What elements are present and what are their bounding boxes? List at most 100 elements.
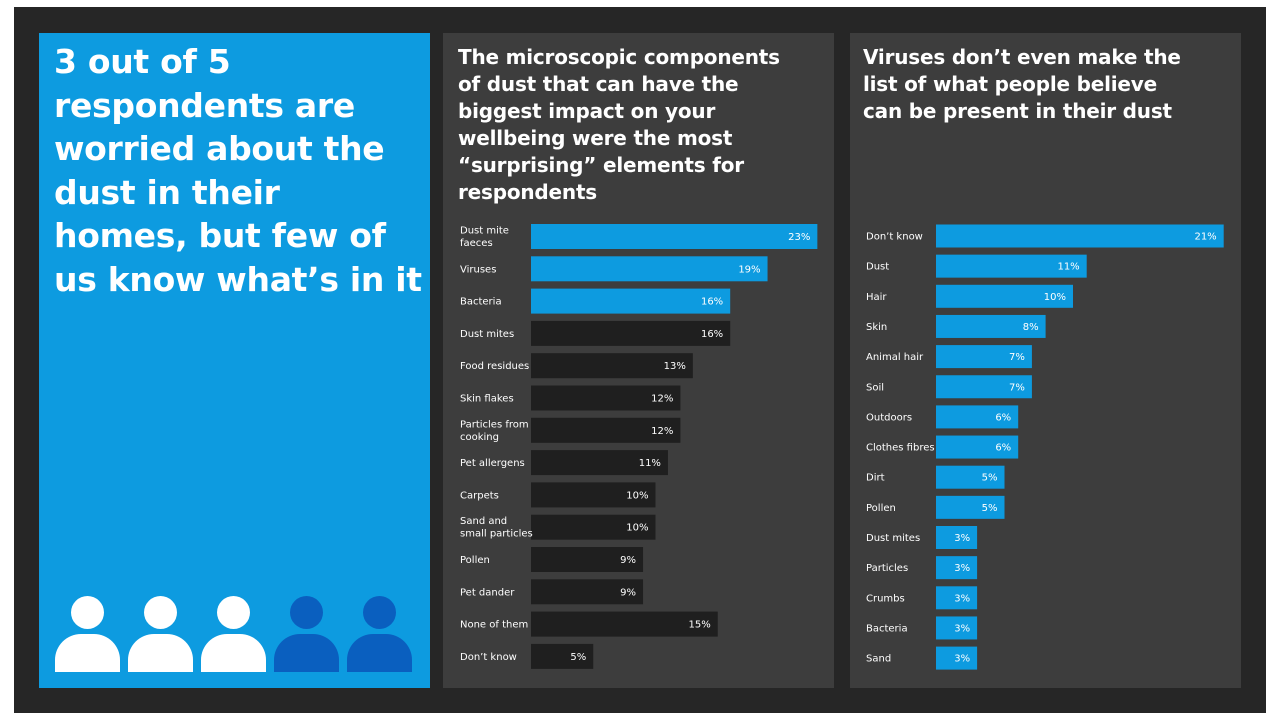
bar [531,643,594,669]
category-label: Clothes fibres [866,443,935,454]
category-label-line: Dust mites [866,533,920,544]
bar-value-label: 21% [1194,232,1216,243]
category-label-line: Dust mite [460,226,509,237]
category-label-line: Particles from [460,419,529,430]
category-label: Dust mite faeces [460,226,509,250]
bar [936,345,1032,369]
category-label: Sand [866,654,891,665]
bar-value-label: 7% [1009,352,1025,363]
person-head [143,596,177,629]
summary-panel [39,33,430,688]
category-label-line: Pollen [866,503,896,514]
bar-value-label: 8% [1023,322,1039,333]
category-label: Dust mites [460,329,514,340]
bar-value-label: 11% [1057,262,1079,273]
chart-panel-beliefs [850,33,1241,688]
category-label: Crumbs [866,593,905,604]
category-label-line: Particles [866,563,908,574]
category-label-line: cooking [460,432,499,443]
category-label-line: Pet allergens [460,458,525,469]
bar-value-label: 3% [954,593,970,604]
bar [936,586,978,610]
bar [936,375,1032,399]
bar [531,450,668,476]
bar-value-label: 7% [1009,382,1025,393]
bar-value-label: 10% [1044,292,1066,303]
category-label-line: Crumbs [866,593,905,604]
bar [531,224,818,249]
bar-value-label: 3% [954,654,970,665]
category-label-line: Pet dander [460,587,515,598]
bar [531,482,656,508]
bar-value-label: 16% [701,329,723,340]
bar-value-label: 12% [651,426,673,437]
category-label: Don’t know [866,232,923,243]
bar-value-label: 12% [651,394,673,405]
bar-value-label: 23% [788,232,810,243]
bar-value-label: 3% [954,533,970,544]
category-label-line: Sand [866,654,891,665]
category-label-line: Bacteria [866,623,908,634]
category-label: Pet dander [460,587,515,598]
category-label: Particles [866,563,908,574]
category-label-line: Don’t know [460,652,517,663]
category-label: Bacteria [460,297,502,308]
category-label-line: Don’t know [866,232,923,243]
category-label-line: Hair [866,292,887,303]
bar-value-label: 5% [982,503,998,514]
bar-value-label: 11% [639,458,661,469]
category-label-line: Skin flakes [460,394,514,405]
person-body [54,634,120,672]
person-head [70,596,104,629]
category-label-line: Carpets [460,490,499,501]
category-label-line: Viruses [460,264,496,275]
bar-value-label: 19% [738,264,760,275]
bar [936,526,978,549]
category-label: Animal hair [866,352,924,363]
bar-value-label: 13% [664,361,686,372]
category-label: Carpets [460,490,499,501]
category-label-line: Dirt [866,473,885,484]
category-label: Outdoors [866,412,912,423]
category-label-line: Dust [866,262,889,273]
person-head [216,596,250,629]
bar-value-label: 3% [954,623,970,634]
bar-value-label: 6% [995,412,1011,423]
bar [936,435,1019,459]
category-label: Pet allergens [460,458,525,469]
category-label-line: Clothes fibres [866,443,935,454]
bar [936,224,1224,248]
category-label: Food residues [460,361,529,372]
category-label: Pollen [866,503,896,514]
chart-title-beliefs: Viruses don’t even make the list of what… [863,45,1181,123]
bar [531,288,731,314]
category-label: Dust mites [866,533,920,544]
category-label-line: Dust mites [460,329,514,340]
category-label: Bacteria [866,623,908,634]
bar-value-label: 5% [570,652,586,663]
category-label: Sand and small particles [460,516,533,540]
bar [531,547,644,572]
bar [936,254,1087,278]
bar-value-label: 10% [626,523,648,534]
person-head [362,596,396,629]
category-label: Hair [866,292,887,303]
bar [936,495,1005,519]
bar [936,556,978,580]
bar [531,579,644,605]
category-label-line: small particles [460,529,533,540]
category-label: Viruses [460,264,496,275]
bar [936,616,978,640]
category-label: Particles from cooking [460,419,529,443]
category-label-line: Skin [866,322,887,333]
bar-value-label: 5% [982,473,998,484]
category-label: Dust [866,262,889,273]
bar [936,284,1073,308]
category-label-line: None of them [460,620,528,631]
category-label: Don’t know [460,652,517,663]
category-label: Skin flakes [460,394,514,405]
bar-value-label: 3% [954,563,970,574]
category-label-line: Soil [866,382,884,393]
bar [531,611,718,637]
category-label: Dirt [866,473,885,484]
